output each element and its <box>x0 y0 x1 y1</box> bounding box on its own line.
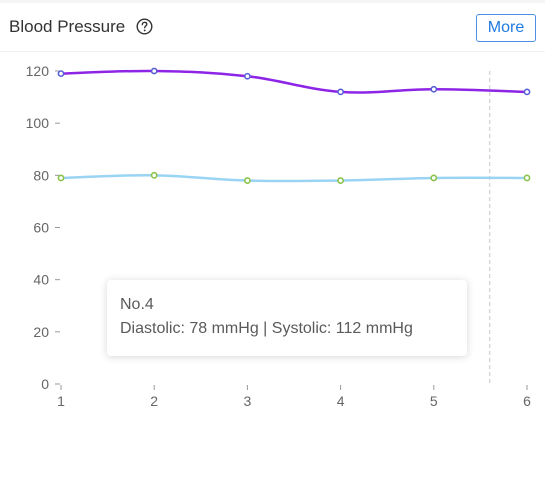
diastolic-point <box>150 171 158 179</box>
diastolic-point <box>243 177 251 184</box>
y-tick-label: 40 <box>33 272 49 288</box>
chart-tooltip: No.4 Diastolic: 78 mmHg | Systolic: 112 … <box>107 280 467 356</box>
x-tick-label: 1 <box>57 393 65 409</box>
y-tick-label: 80 <box>33 167 49 183</box>
y-tick-label: 120 <box>26 63 50 79</box>
x-tick-label: 2 <box>150 393 158 409</box>
tooltip-systolic-value: 112 mmHg <box>335 320 413 337</box>
y-tick-label: 0 <box>41 376 49 392</box>
systolic-point <box>150 67 158 75</box>
card-header: Blood Pressure More <box>0 3 545 52</box>
systolic-point <box>243 72 251 80</box>
systolic-point <box>337 88 344 96</box>
top-divider <box>0 0 545 3</box>
tooltip-diastolic-value: 78 mmHg <box>189 320 259 337</box>
tooltip-systolic-label: Systolic <box>271 320 327 337</box>
systolic-line <box>60 69 528 94</box>
y-tick-label: 100 <box>26 115 50 131</box>
diastolic-line <box>60 174 528 183</box>
tooltip-diastolic-label: Diastolic <box>120 320 181 337</box>
tooltip-values: Diastolic: 78 mmHg | Systolic: 112 mmHg <box>120 320 413 337</box>
y-tick-label: 20 <box>33 324 49 340</box>
systolic-point <box>523 88 531 96</box>
more-button[interactable]: More <box>476 14 536 42</box>
diastolic-point <box>430 174 438 182</box>
tooltip-separator: | <box>263 320 268 337</box>
diastolic-point <box>57 174 65 182</box>
x-tick-label: 4 <box>337 393 345 409</box>
tooltip-title: No.4 <box>120 296 154 313</box>
diastolic-point <box>337 177 344 184</box>
diastolic-point <box>523 174 531 182</box>
systolic-point <box>430 85 438 93</box>
y-tick-label: 60 <box>33 220 49 236</box>
x-tick-label: 6 <box>523 393 531 409</box>
x-tick-label: 3 <box>244 393 252 409</box>
card-title: Blood Pressure <box>9 17 126 36</box>
question-circle-icon[interactable] <box>136 18 153 35</box>
x-tick-label: 5 <box>430 393 438 409</box>
systolic-point <box>57 70 65 78</box>
